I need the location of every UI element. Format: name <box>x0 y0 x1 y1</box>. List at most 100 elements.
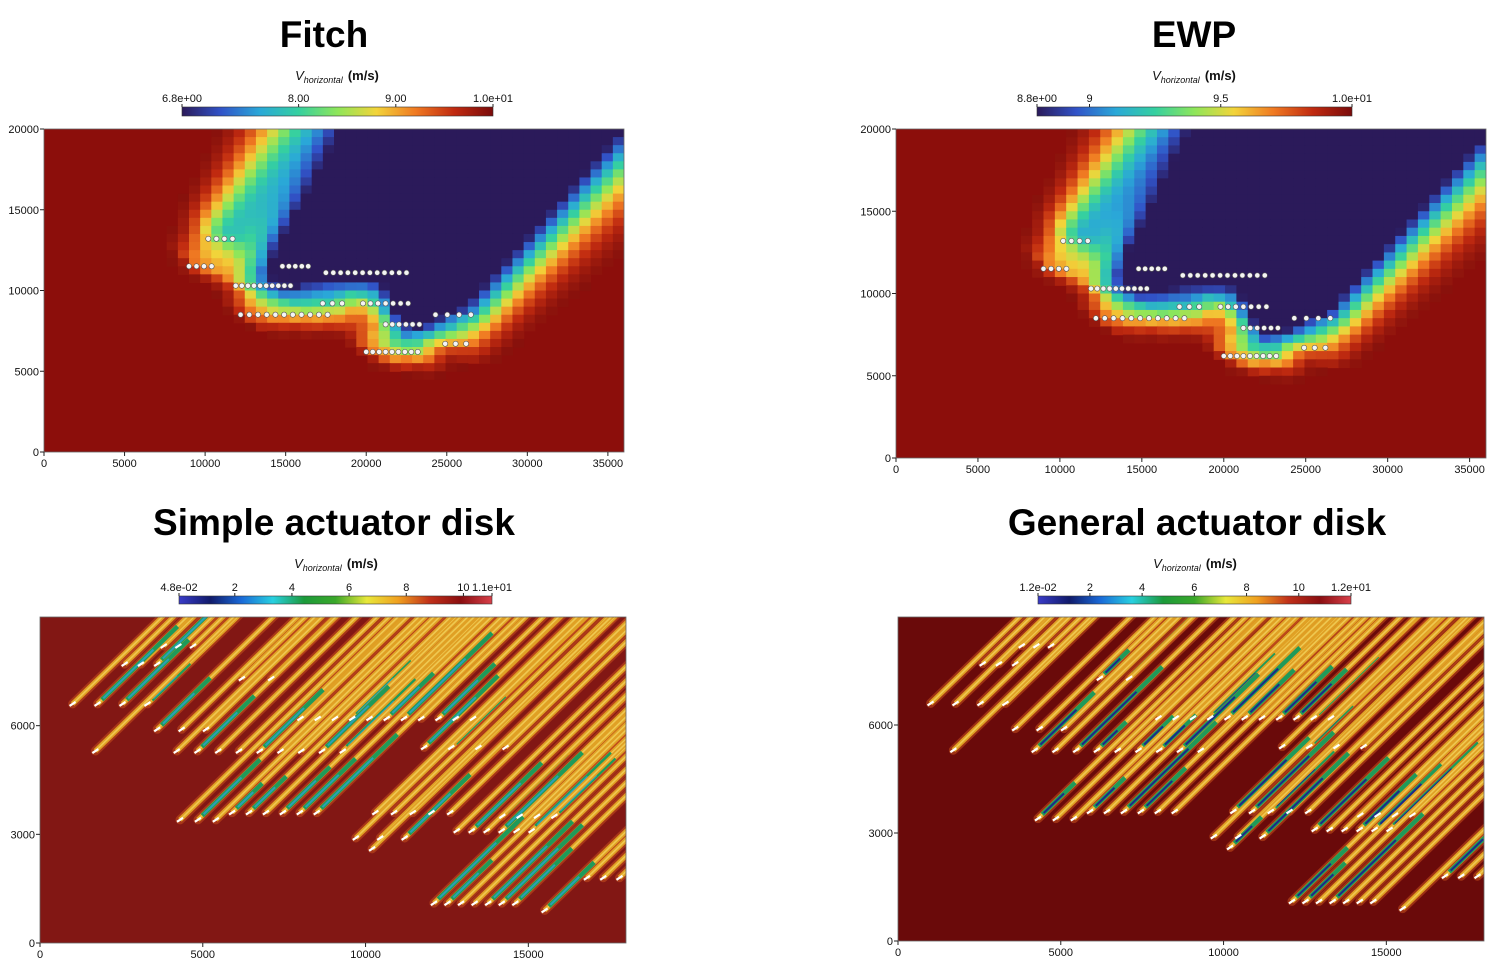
turbine-marker <box>279 263 286 270</box>
turbine-marker <box>1291 315 1298 322</box>
turbine-marker <box>390 300 396 307</box>
plot-area <box>896 129 1486 458</box>
wake-streaks <box>926 617 1484 914</box>
turbine-marker <box>1301 898 1310 905</box>
turbine-marker <box>1240 303 1247 310</box>
colorbar-tick-label: 4.8e-02 <box>160 582 197 594</box>
turbine-marker <box>1273 353 1280 359</box>
turbine-marker <box>1176 303 1183 310</box>
turbine-marker <box>318 748 326 754</box>
turbine-marker <box>1100 285 1107 292</box>
turbine-marker <box>1240 353 1247 359</box>
turbine-marker <box>235 748 243 754</box>
turbine-marker <box>1342 898 1350 905</box>
turbine-marker <box>276 748 285 754</box>
turbine-marker <box>1254 272 1261 279</box>
turbine-marker <box>238 675 246 682</box>
turbine-marker <box>1223 714 1232 721</box>
turbine-marker <box>1112 285 1119 292</box>
turbine-marker <box>1052 815 1060 822</box>
x-tick-label: 25000 <box>431 458 462 470</box>
turbine-marker <box>368 845 376 852</box>
colorbar-tick-label: 6 <box>346 582 352 594</box>
turbine-marker <box>976 700 985 707</box>
turbine-marker <box>121 661 129 668</box>
y-tick-label: 20000 <box>860 124 891 136</box>
turbine-marker <box>307 311 314 318</box>
turbine-marker <box>313 809 321 816</box>
turbine-marker <box>1292 714 1301 721</box>
y-tick-label: 0 <box>887 936 893 948</box>
turbine-markers <box>186 235 474 355</box>
turbine-marker <box>1332 743 1341 750</box>
x-tick-label: 0 <box>41 458 47 470</box>
x-tick-label: 30000 <box>512 458 543 470</box>
turbine-marker <box>498 900 506 907</box>
turbine-marker <box>1047 642 1055 649</box>
turbine-marker <box>1179 272 1186 279</box>
turbine-marker <box>599 874 607 881</box>
x-tick-label: 0 <box>37 949 43 961</box>
turbine-marker <box>1263 303 1270 310</box>
turbine-marker <box>1225 303 1231 310</box>
turbine-marker <box>403 269 410 276</box>
turbine-marker <box>1143 285 1150 292</box>
colorbar-tick-label: 8.00 <box>288 93 309 105</box>
turbine-marker <box>205 235 212 242</box>
colorbar-label: Vhorizontal (m/s) <box>295 68 379 85</box>
turbine-markers <box>926 642 1482 912</box>
y-tick-label: 6000 <box>11 721 35 733</box>
turbine-marker <box>1229 808 1237 815</box>
colorbar-tick-label: 10 <box>1293 582 1305 594</box>
x-tick-label: 0 <box>895 947 901 959</box>
turbine-marker <box>452 715 460 722</box>
turbine-marker <box>1155 265 1162 272</box>
turbine-marker <box>513 827 521 834</box>
turbine-marker <box>1001 700 1010 707</box>
turbine-marker <box>1048 265 1054 272</box>
turbine-marker <box>1060 725 1068 732</box>
turbine-marker <box>1161 265 1168 272</box>
y-tick-label: 0 <box>33 447 39 459</box>
turbine-marker <box>1239 272 1246 279</box>
x-tick-label: 5000 <box>966 464 990 476</box>
turbine-marker <box>389 348 395 355</box>
turbine-marker <box>1260 353 1266 359</box>
turbine-marker <box>1258 714 1266 721</box>
y-tick-label: 20000 <box>8 124 39 136</box>
turbine-marker <box>1391 812 1399 818</box>
x-tick-label: 5000 <box>112 458 136 470</box>
x-tick-label: 25000 <box>1290 464 1321 476</box>
turbine-marker <box>1285 808 1294 815</box>
turbine-marker <box>1063 265 1070 272</box>
turbine-marker <box>1202 272 1209 279</box>
turbine-marker <box>1288 898 1296 905</box>
turbine-marker <box>1031 747 1039 754</box>
turbine-marker <box>1278 743 1286 750</box>
plot-frame <box>897 616 1485 942</box>
turbine-marker <box>1326 826 1334 833</box>
turbine-marker <box>1128 315 1135 322</box>
turbine-marker <box>1259 833 1267 840</box>
turbine-marker <box>498 813 506 820</box>
turbine-marker <box>467 311 474 318</box>
turbine-marker <box>257 282 263 289</box>
turbine-marker <box>1072 747 1080 754</box>
turbine-marker <box>401 835 409 841</box>
turbine-marker <box>337 269 344 276</box>
turbine-marker <box>272 311 279 318</box>
turbine-marker <box>511 900 519 907</box>
turbine-marker <box>1327 315 1334 322</box>
turbine-marker <box>444 311 451 318</box>
turbine-marker <box>352 835 360 841</box>
colorbar-tick-label: 1.1e+01 <box>472 582 512 594</box>
turbine-marker <box>1055 265 1062 272</box>
turbine-marker <box>1093 747 1101 754</box>
turbine-marker <box>389 321 396 328</box>
x-tick-label: 0 <box>893 464 899 476</box>
turbine-marker <box>405 300 411 307</box>
turbine-marker <box>322 269 329 276</box>
panel-title: EWP <box>1152 14 1236 55</box>
turbine-marker <box>381 269 388 276</box>
